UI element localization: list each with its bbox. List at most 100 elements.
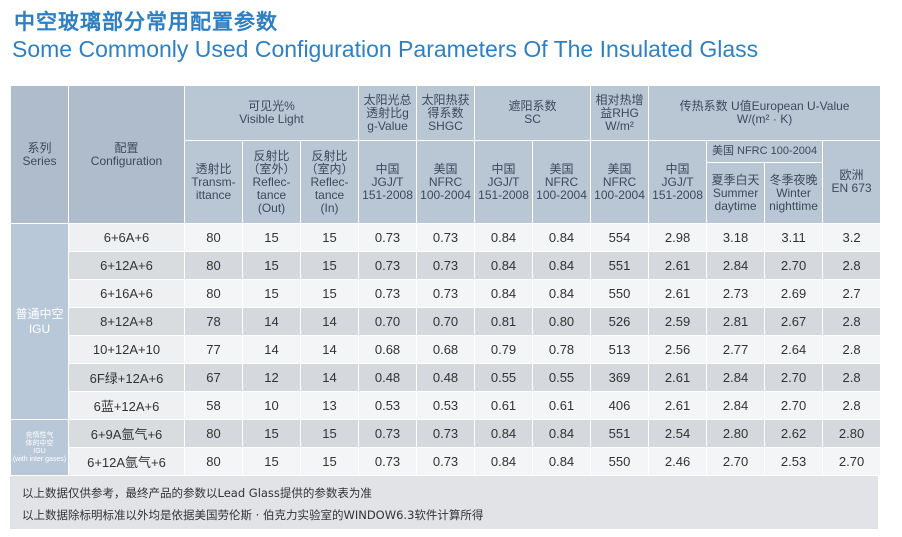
value-cell: 2.81 (706, 307, 766, 336)
header-rhg-us: 美国 NFRC 100-2004 (590, 140, 650, 224)
value-cell: 0.55 (474, 363, 534, 392)
value-cell: 2.64 (764, 335, 824, 364)
value-cell: 15 (299, 223, 360, 252)
header-configuration: 配置 Configuration (68, 85, 185, 224)
value-cell: 2.8 (822, 335, 882, 364)
value-cell: 2.67 (764, 307, 824, 336)
value-cell: 554 (590, 223, 650, 252)
page-title-en: Some Commonly Used Configuration Paramet… (12, 36, 759, 62)
value-cell: 2.73 (706, 279, 766, 308)
value-cell: 0.73 (358, 223, 418, 252)
header-shgc-us: 美国 NFRC 100-2004 (416, 140, 476, 224)
value-cell: 78 (184, 307, 243, 336)
value-cell: 80 (184, 447, 243, 476)
value-cell: 80 (184, 419, 243, 448)
value-cell: 15 (299, 251, 360, 280)
value-cell: 0.73 (416, 223, 476, 252)
value-cell: 15 (299, 419, 360, 448)
config-cell: 10+12A+10 (68, 335, 185, 364)
series-cell: 充惰性气 体的中空 IGU (with inter gases) (10, 419, 69, 476)
value-cell: 2.80 (822, 419, 882, 448)
value-cell: 10 (242, 391, 301, 420)
value-cell: 2.53 (764, 447, 824, 476)
value-cell: 2.7 (822, 279, 882, 308)
value-cell: 80 (184, 279, 243, 308)
value-cell: 58 (184, 391, 243, 420)
value-cell: 3.18 (706, 223, 766, 252)
value-cell: 77 (184, 335, 243, 364)
value-cell: 0.68 (358, 335, 418, 364)
value-cell: 2.61 (648, 251, 708, 280)
value-cell: 14 (242, 307, 301, 336)
value-cell: 15 (299, 279, 360, 308)
note-line: 以上数据仅供参考，最终产品的参数以Lead Glass提供的参数表为准 (22, 486, 372, 500)
config-cell: 6+6A+6 (68, 223, 185, 252)
series-cell: 普通中空 IGU (10, 223, 69, 420)
header-reflectance-in: 反射比 （室内） Reflec-tance (In) (299, 140, 360, 224)
value-cell: 2.70 (764, 251, 824, 280)
value-cell: 2.61 (648, 391, 708, 420)
header-rhg: 相对热增 益RHG W/m² (590, 85, 650, 141)
parameter-table: 系列 Series 配置 Configuration 可见光% Visible Lig… (10, 85, 882, 476)
value-cell: 0.73 (358, 419, 418, 448)
header-g-cn: 中国 JGJ/T 151-2008 (358, 140, 418, 224)
value-cell: 80 (184, 223, 243, 252)
value-cell: 0.48 (416, 363, 476, 392)
value-cell: 2.56 (648, 335, 708, 364)
value-cell: 2.61 (648, 363, 708, 392)
value-cell: 0.53 (416, 391, 476, 420)
value-cell: 2.70 (822, 447, 882, 476)
note-line: 以上数据除标明标准以外均是依据美国劳伦斯 · 伯克力实验室的WINDOW6.3软… (22, 508, 484, 522)
value-cell: 2.46 (648, 447, 708, 476)
value-cell: 0.73 (358, 251, 418, 280)
value-cell: 2.80 (706, 419, 766, 448)
value-cell: 14 (299, 307, 360, 336)
value-cell: 0.80 (532, 307, 592, 336)
value-cell: 0.84 (474, 279, 534, 308)
value-cell: 2.61 (648, 279, 708, 308)
value-cell: 2.69 (764, 279, 824, 308)
value-cell: 551 (590, 251, 650, 280)
value-cell: 2.8 (822, 251, 882, 280)
value-cell: 12 (242, 363, 301, 392)
value-cell: 67 (184, 363, 243, 392)
table-row: 6+16A+6 80 15 15 0.73 0.73 0.84 0.84 550 2.61 2.73… (11, 279, 882, 308)
header-reflectance-out: 反射比 （室外） Reflec-tance (Out) (242, 140, 301, 224)
value-cell: 14 (242, 335, 301, 364)
value-cell: 2.59 (648, 307, 708, 336)
config-cell: 6+9A氩气+6 (68, 419, 185, 448)
header-u-value: 传热系数 U值European U-Value W/(m² · K) (648, 85, 882, 141)
header-u-eu: 欧洲 EN 673 (822, 140, 882, 224)
value-cell: 2.8 (822, 307, 882, 336)
config-cell: 6+12A氩气+6 (68, 447, 185, 476)
value-cell: 0.84 (532, 447, 592, 476)
value-cell: 0.84 (474, 419, 534, 448)
value-cell: 15 (242, 279, 301, 308)
config-cell: 8+12A+8 (68, 307, 185, 336)
header-visible-light: 可见光% Visible Light (183, 85, 360, 141)
value-cell: 2.84 (706, 391, 766, 420)
value-cell: 0.84 (532, 419, 592, 448)
value-cell: 0.84 (474, 223, 534, 252)
value-cell: 14 (299, 335, 360, 364)
value-cell: 15 (242, 419, 301, 448)
value-cell: 80 (184, 251, 243, 280)
value-cell: 2.54 (648, 419, 708, 448)
value-cell: 406 (590, 391, 650, 420)
value-cell: 551 (590, 419, 650, 448)
table-row: 普通中空 IGU 6+6A+6 80 15 15 0.73 0.73 0.84 0.84 554 2.… (10, 223, 882, 420)
value-cell: 0.73 (416, 279, 476, 308)
value-cell: 2.8 (822, 363, 882, 392)
value-cell: 0.84 (532, 223, 592, 252)
value-cell: 2.62 (764, 419, 824, 448)
value-cell: 15 (242, 447, 301, 476)
table-row: 6F绿+12A+6 67 12 14 0.48 0.48 0.55 0.55 369 2.61 2.… (11, 363, 882, 392)
table-row: 充惰性气 体的中空 IGU (with inter gases) 6+9A氩气+6 80 1… (10, 419, 882, 476)
value-cell: 513 (590, 335, 650, 364)
value-cell: 2.70 (764, 363, 824, 392)
notes-panel: 以上数据仅供参考，最终产品的参数以Lead Glass提供的参数表为准 以上数据… (10, 476, 878, 529)
header-sc: 遮阳系数 SC (474, 85, 592, 141)
value-cell: 0.84 (532, 279, 592, 308)
table-row: 10+12A+10 77 14 14 0.68 0.68 0.79 0.78 513 2.56 2.… (11, 335, 882, 364)
parameter-table-panel: 系列 Series 配置 Configuration 可见光% Visible Lig… (10, 85, 882, 529)
